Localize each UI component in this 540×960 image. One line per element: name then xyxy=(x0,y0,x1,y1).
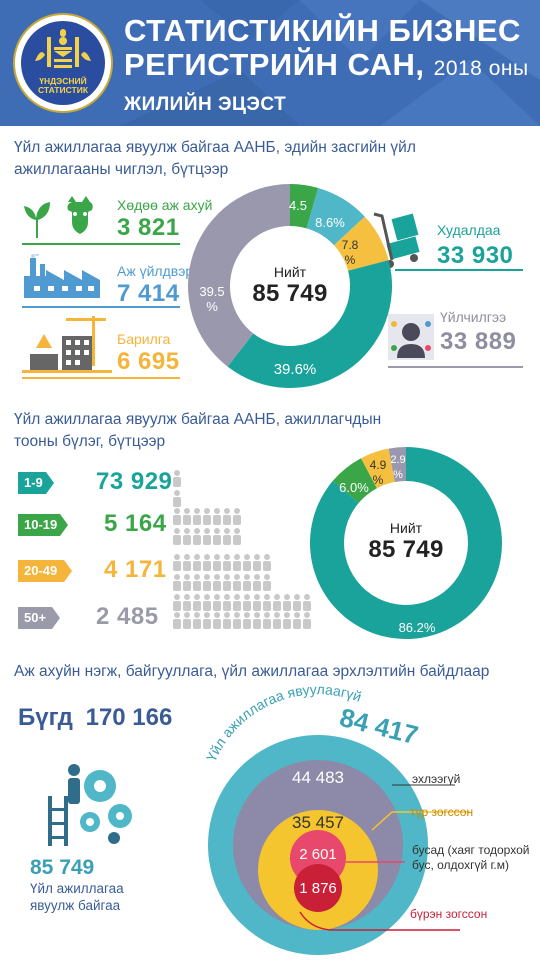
title-line2-main: РЕГИСТРИЙН САН, xyxy=(124,47,425,82)
industry-label: Аж үйлдвэр xyxy=(117,263,194,279)
donut2-sector-20-49 xyxy=(361,448,395,489)
donut2-center: Нийт 85 749 xyxy=(356,520,456,564)
trade-underline xyxy=(395,269,523,271)
donut1-pct-industry: 8.6% xyxy=(315,215,345,230)
donut2-total-value: 85 749 xyxy=(368,536,444,563)
section2-title-line1: Үйл ажиллагаа явуулж байгаа ААНБ, ажилла… xyxy=(14,411,382,428)
fully-stopped-value: 1 876 xyxy=(299,880,337,897)
leader-temporarily-stopped-a xyxy=(371,811,393,831)
section3-title: Аж ахуйн нэгж, байгууллага, үйл ажиллага… xyxy=(14,663,490,680)
services-icon xyxy=(388,314,434,360)
size-value-50plus: 2 485 xyxy=(96,603,159,630)
active-label: Үйл ажиллагаа явуулж байгаа xyxy=(30,880,124,914)
logo-text-line1: ҮНДЭСНИЙ xyxy=(39,76,87,86)
section2-title: Үйл ажиллагаа явуулж байгаа ААНБ, ажилла… xyxy=(14,409,381,453)
donut1-total-label: Нийт xyxy=(273,264,307,280)
factory-icon xyxy=(24,254,100,298)
circle-fully-stopped xyxy=(294,864,342,912)
donut2-sector-50plus xyxy=(388,447,406,483)
size-value-20-49: 4 171 xyxy=(104,556,167,583)
trade-value: 33 930 xyxy=(437,242,514,269)
donut1-total-value: 85 749 xyxy=(252,280,328,307)
donut1-sector-industry xyxy=(306,187,365,246)
donut2-sector-1-9 xyxy=(310,446,502,639)
page-subtitle: ЖИЛИЙН ЭЦЭСТ xyxy=(124,94,287,115)
not-started-label: эхлээгүй xyxy=(412,772,461,786)
agriculture-label: Хөдөө аж ахуй xyxy=(117,197,213,213)
active-label-line1: Үйл ажиллагаа xyxy=(30,881,124,896)
grand-total: Бүгд 170 166 xyxy=(18,704,172,732)
donut1-pct-services: 39.5 % xyxy=(199,284,225,314)
header-background-shapes xyxy=(120,0,540,126)
section1-title-line2: ажиллагааны чиглэл, бүтцээр xyxy=(14,161,229,178)
trade-label: Худалдаа xyxy=(437,222,501,238)
size-badge-50plus: 50+ xyxy=(18,607,60,629)
donut1-pct-agriculture: 4.5 xyxy=(288,198,308,213)
title-line1: СТАТИСТИКИЙН БИЗНЕС xyxy=(124,13,521,48)
construction-underline xyxy=(22,377,180,379)
donut1-sector-construction xyxy=(334,216,389,271)
page-title: СТАТИСТИКИЙН БИЗНЕС РЕГИСТРИЙН САН, 2018… xyxy=(124,14,529,86)
donut2-pct-50plus: 2.9 % xyxy=(390,454,406,481)
size-badge-10-19: 10-19 xyxy=(18,514,68,536)
services-label: Үйлчилгээ xyxy=(440,309,507,325)
size-badge-20-49: 20-49 xyxy=(18,560,72,582)
size-value-10-19: 5 164 xyxy=(104,510,167,537)
industry-underline xyxy=(22,306,180,308)
donut1-sector-trade xyxy=(227,260,392,388)
section1-title-line1: Үйл ажиллагаа явуулж байгаа ААНБ, эдийн … xyxy=(14,139,416,156)
agriculture-icon xyxy=(24,196,93,238)
section1-title: Үйл ажиллагаа явуулж байгаа ААНБ, эдийн … xyxy=(14,137,416,181)
leader-fully-stopped xyxy=(299,911,460,931)
other-label: бусад (хаяг тодорхой бус, олдохгүй г.м) xyxy=(412,843,529,873)
fully-stopped-label: бүрэн зогссон xyxy=(410,907,488,921)
services-value: 33 889 xyxy=(440,328,517,355)
statistics-logo: ҮНДЭСНИЙ СТАТИСТИК xyxy=(13,13,113,113)
temporarily-stopped-value: 35 457 xyxy=(292,813,344,832)
temporarily-stopped-label: түр зогссон xyxy=(410,805,474,819)
construction-value: 6 695 xyxy=(117,348,180,375)
other-label-line2: бус, олдохгүй г.м) xyxy=(412,858,510,872)
grand-total-label: Бүгд xyxy=(18,704,73,731)
size-badge-1-9: 1-9 xyxy=(18,472,54,494)
active-business-gears-icon xyxy=(48,764,132,846)
construction-label: Барилга xyxy=(117,331,171,347)
other-value: 2 601 xyxy=(299,846,337,863)
donut2-pct-1-9: 86.2% xyxy=(398,620,436,635)
agriculture-value: 3 821 xyxy=(117,214,180,241)
donut1-sector-services xyxy=(188,184,290,367)
section2-title-line2: тооны бүлэг, бүтцээр xyxy=(14,433,166,450)
not-started-value: 44 483 xyxy=(292,768,344,787)
industry-value: 7 414 xyxy=(117,280,180,307)
construction-icon xyxy=(22,316,112,373)
trade-icon xyxy=(373,212,420,268)
donut2-total-label: Нийт xyxy=(389,520,423,536)
donut1-pct-construction: 7.8 % xyxy=(341,238,359,267)
active-label-line2: явуулж байгаа xyxy=(30,898,121,913)
donut1-center: Нийт 85 749 xyxy=(240,264,340,308)
logo-text-line2: СТАТИСТИК xyxy=(37,85,89,95)
donut2-sector-10-19 xyxy=(332,458,377,503)
donut2-pct-20-49: 4.9 % xyxy=(369,458,387,487)
grand-total-value: 170 166 xyxy=(85,704,173,731)
title-line2-year: 2018 оны xyxy=(433,57,529,80)
agriculture-underline xyxy=(22,243,180,245)
size-value-1-9: 73 929 xyxy=(96,468,173,495)
donut1-sector-agriculture xyxy=(290,184,319,229)
donut2-pct-10-19: 6.0% xyxy=(339,480,369,495)
active-value: 85 749 xyxy=(30,856,95,879)
other-label-line1: бусад (хаяг тодорхой xyxy=(412,843,530,857)
header-banner: ҮНДЭСНИЙ СТАТИСТИК СТАТИСТИКИЙН БИЗНЕС Р… xyxy=(0,0,540,126)
services-underline xyxy=(388,366,523,368)
soyombo-emblem-icon xyxy=(35,29,91,68)
donut1-pct-trade: 39.6% xyxy=(273,361,317,378)
